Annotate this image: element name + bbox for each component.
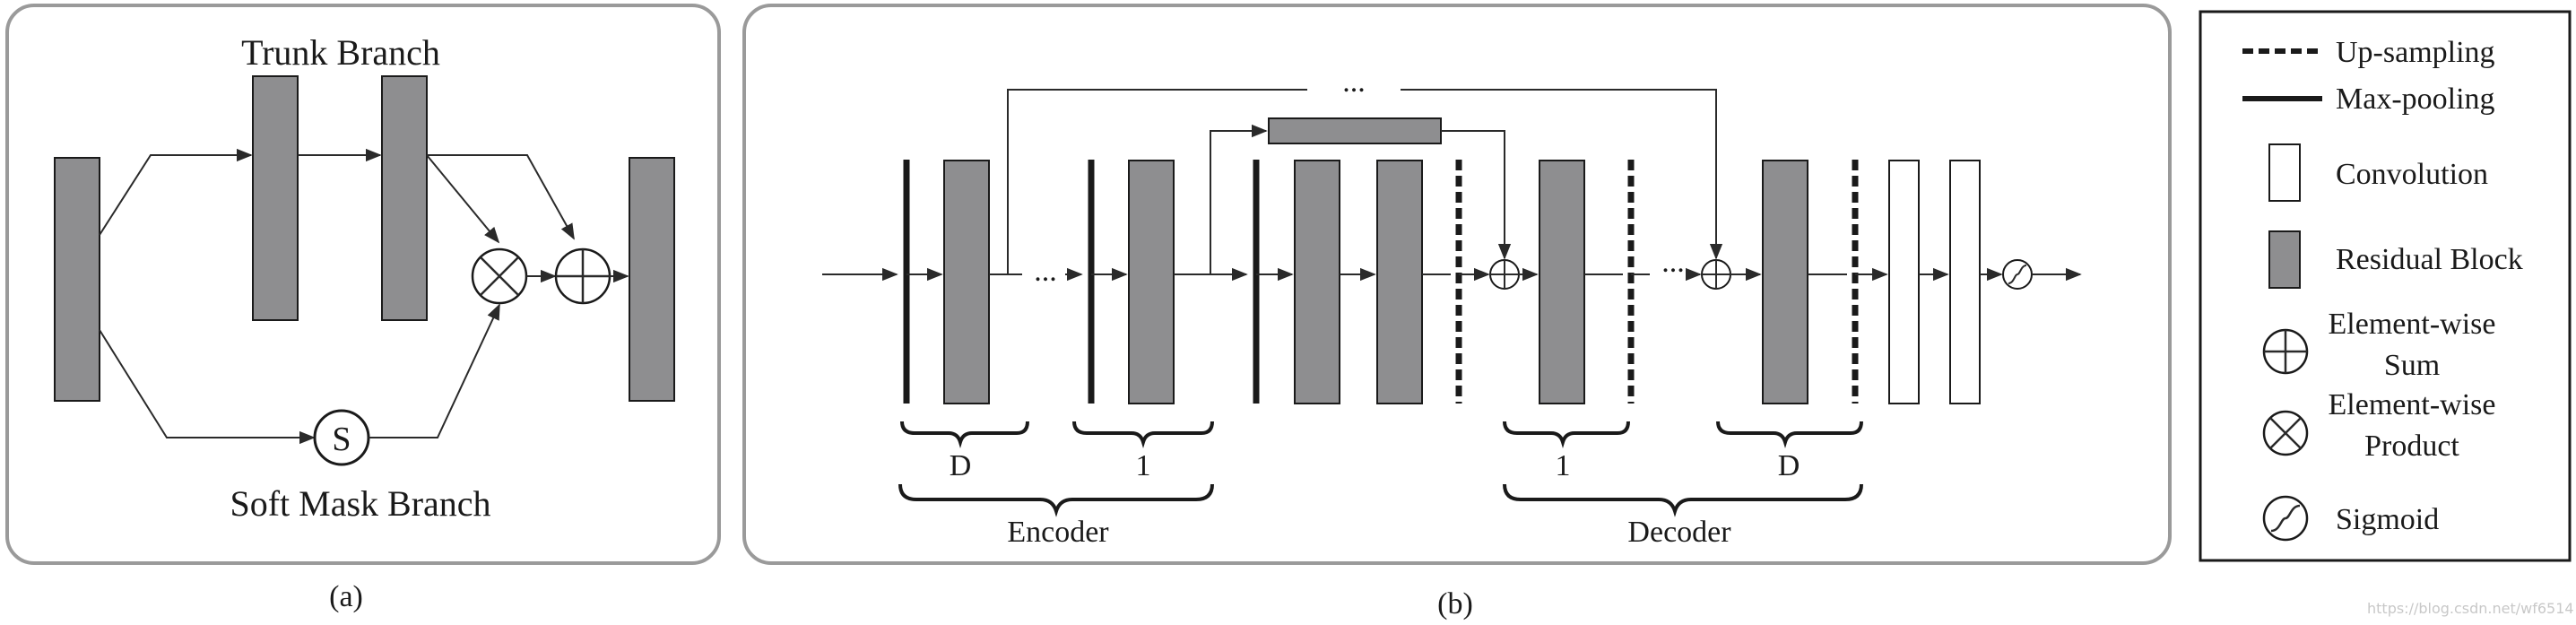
brace-d-right-label: D (1778, 449, 1800, 482)
encoder-label: Encoder (1007, 516, 1109, 549)
panel-a-frame (5, 4, 721, 565)
white-rectangle-icon (2268, 143, 2301, 202)
trunk-residual-block-1 (252, 75, 299, 321)
decoder-residual-block-2 (1762, 160, 1808, 404)
element-wise-product-op (471, 247, 528, 305)
legend-max-pooling: Max-pooling (2336, 82, 2495, 116)
input-to-trunk-arrow (99, 148, 253, 236)
decoder-residual-block-1 (1539, 160, 1585, 404)
skip-residual-block (1268, 117, 1442, 144)
skip-sum-op-2 (1701, 259, 1731, 290)
legend-sum-line2: Sum (2384, 349, 2440, 382)
brace-d-left-label: D (950, 449, 972, 482)
watermark: https://blog.csdn.net/wf6514 (2367, 600, 2574, 617)
input-to-mask-arrow (99, 329, 316, 445)
brace-1-right-label: 1 (1556, 449, 1571, 482)
convolution-1 (1888, 160, 1920, 404)
middle-residual-block-1 (1294, 160, 1340, 404)
short-skip-in (1210, 124, 1268, 274)
brace-1-left (1072, 421, 1214, 448)
short-skip-out (1441, 130, 1512, 260)
legend-sum-line1: Element-wise (2329, 308, 2496, 341)
legend-frame (2199, 10, 2572, 562)
skip-sum-op-1 (1489, 259, 1520, 290)
caption-a: (a) (329, 580, 363, 613)
middle-residual-block-2 (1376, 160, 1423, 404)
legend-residual-block: Residual Block (2336, 243, 2523, 276)
encoder-residual-block-2 (1128, 160, 1175, 404)
gray-rectangle-icon (2268, 230, 2301, 289)
brace-1-left-label: 1 (1136, 449, 1151, 482)
trunk-to-sum-arrow (427, 154, 575, 240)
encoder-residual-block-1 (943, 160, 990, 404)
encoder-brace (898, 483, 1214, 517)
panel-b: ... ... (742, 4, 2172, 565)
circle-plus-icon (2262, 328, 2309, 375)
decoder-brace (1503, 483, 1863, 517)
long-skip-left (1007, 89, 1307, 274)
input-residual-block (54, 157, 100, 402)
legend-product-line2: Product (2364, 430, 2459, 463)
encoder-dots: ... (1034, 255, 1057, 288)
trunk-to-product-arrow (426, 154, 500, 244)
circle-times-icon (2262, 410, 2309, 456)
legend-product-line1: Element-wise (2329, 388, 2496, 421)
brace-d-right (1716, 421, 1863, 448)
legend: Up-sampling Max-pooling Convolution Resi… (2199, 10, 2572, 562)
convolution-2 (1949, 160, 1981, 404)
long-skip-right (1401, 89, 1723, 260)
soft-mask-branch-label: Soft Mask Branch (230, 483, 490, 524)
legend-convolution: Convolution (2336, 158, 2488, 191)
caption-b: (b) (1437, 587, 1473, 621)
legend-up-sampling: Up-sampling (2336, 36, 2495, 69)
legend-sigmoid: Sigmoid (2336, 503, 2439, 536)
panel-b-frame (742, 4, 2172, 565)
panel-a: Trunk Branch S Soft Mask Branch (5, 4, 721, 565)
skip-dots: ... (1342, 65, 1366, 99)
element-wise-sum-op (554, 247, 611, 305)
brace-d-left (900, 421, 1029, 448)
sigmoid-op (2002, 259, 2033, 290)
soft-mask-glyph: S (332, 421, 351, 458)
sigmoid-icon (2262, 495, 2309, 542)
trunk-residual-block-2 (381, 75, 428, 321)
decoder-label: Decoder (1627, 516, 1731, 549)
trunk-branch-label: Trunk Branch (241, 32, 440, 73)
brace-1-right (1503, 421, 1630, 448)
output-residual-block (629, 157, 675, 402)
decoder-dots: ... (1661, 246, 1685, 279)
mask-to-product-arrow (369, 303, 500, 438)
